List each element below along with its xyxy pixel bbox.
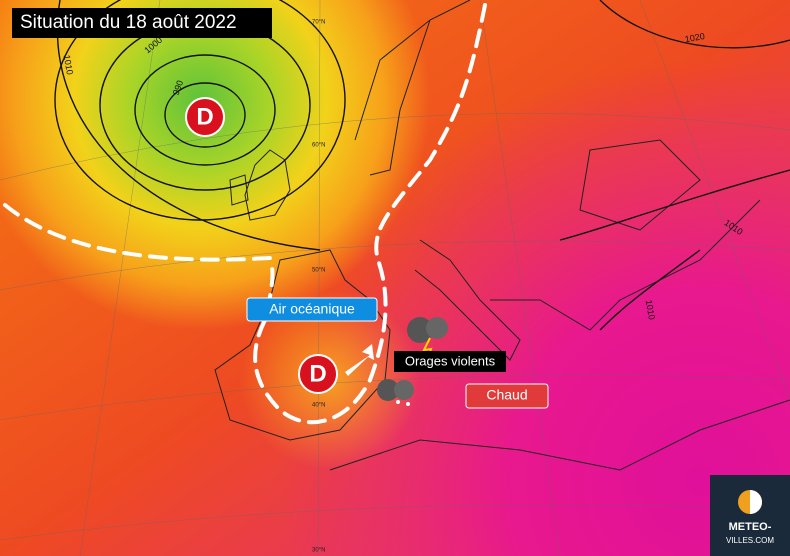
coast-black-sea — [579, 139, 701, 231]
coast-ireland — [229, 174, 249, 206]
coast-scandinavia — [354, 0, 471, 176]
isobar-label: 1010 — [62, 54, 75, 75]
cloud — [407, 317, 433, 343]
annotation: Chaud — [486, 387, 527, 403]
isobar — [134, 54, 276, 166]
cloud — [377, 379, 399, 401]
low-label: D — [309, 360, 326, 387]
title: Situation du 18 août 2022 — [20, 12, 237, 33]
front-line — [253, 3, 487, 425]
parallel — [0, 240, 790, 291]
rain — [396, 400, 400, 404]
annotation: Air océanique — [269, 301, 355, 317]
meridian — [479, 0, 561, 556]
low-marker — [185, 97, 225, 137]
logo-text: VILLES.COM — [726, 536, 774, 545]
cloud — [426, 317, 448, 339]
latitude-label: 40°N — [312, 403, 325, 409]
parallel — [0, 504, 790, 541]
isobar — [599, 249, 701, 331]
coast-med — [414, 199, 761, 361]
label-box — [394, 351, 506, 372]
annotation: Orages violents — [405, 353, 496, 368]
label-box — [465, 383, 549, 409]
isobar-label: 990 — [171, 79, 186, 97]
flow-arrow — [345, 344, 374, 376]
logo-text: METEO- — [729, 521, 772, 533]
latitude-label: 70°N — [312, 20, 325, 26]
low-marker — [298, 354, 338, 394]
parallel — [0, 113, 790, 181]
isobar-label: 1010 — [644, 299, 657, 320]
meridian — [317, 0, 321, 556]
latitude-label: 60°N — [312, 143, 325, 149]
latitude-label: 30°N — [312, 548, 325, 554]
title-box — [12, 8, 272, 38]
meridian — [79, 0, 161, 556]
coast-iberia-france — [214, 249, 391, 441]
isobar — [164, 82, 246, 148]
front-line — [3, 203, 272, 262]
isobar — [56, 0, 321, 251]
meridian — [639, 0, 790, 401]
coast-africa — [329, 399, 790, 471]
isobar — [54, 0, 346, 221]
low-label: D — [196, 103, 213, 130]
low-pressure-south: D — [298, 354, 338, 394]
isobar — [559, 169, 790, 241]
coastlines — [214, 0, 790, 471]
storm-icon — [377, 379, 414, 406]
latitude-label: 50°N — [312, 268, 325, 274]
logo-box — [710, 475, 790, 556]
rain — [406, 402, 410, 406]
isobar — [599, 0, 790, 49]
logo-half — [750, 490, 762, 514]
low-pressure-north: D — [185, 97, 225, 137]
label-box — [246, 297, 378, 322]
coast-britain — [244, 149, 291, 221]
logo: METEO- VILLES.COM — [710, 475, 790, 556]
cloud — [394, 380, 414, 400]
isobar-label: 1020 — [684, 31, 705, 44]
